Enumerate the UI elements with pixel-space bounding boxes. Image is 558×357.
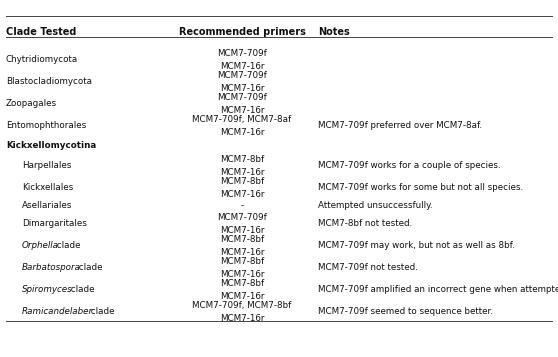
- Text: MCM7-8bf not tested.: MCM7-8bf not tested.: [318, 220, 412, 228]
- Text: MCM7-16r: MCM7-16r: [220, 314, 264, 323]
- Text: MCM7-16r: MCM7-16r: [220, 190, 264, 198]
- Text: Chytridiomycota: Chytridiomycota: [6, 55, 78, 65]
- Text: MCM7-16r: MCM7-16r: [220, 128, 264, 137]
- Text: clade: clade: [88, 307, 115, 317]
- Text: Orphella: Orphella: [22, 241, 59, 251]
- Text: MCM7-8bf: MCM7-8bf: [220, 257, 264, 266]
- Text: MCM7-8bf: MCM7-8bf: [220, 177, 264, 186]
- Text: Recommended primers: Recommended primers: [179, 27, 305, 37]
- Text: Spiromyces: Spiromyces: [22, 286, 73, 295]
- Text: MCM7-709f not tested.: MCM7-709f not tested.: [318, 263, 418, 272]
- Text: clade: clade: [68, 286, 94, 295]
- Text: Attempted unsuccessfully.: Attempted unsuccessfully.: [318, 201, 432, 211]
- Text: clade: clade: [76, 263, 103, 272]
- Text: Barbatospora: Barbatospora: [22, 263, 81, 272]
- Text: -: -: [240, 201, 243, 211]
- Text: MCM7-709f: MCM7-709f: [217, 71, 267, 80]
- Text: MCM7-709f works for some but not all species.: MCM7-709f works for some but not all spe…: [318, 183, 523, 192]
- Text: MCM7-709f: MCM7-709f: [217, 49, 267, 58]
- Text: MCM7-709f preferred over MCM7-8af.: MCM7-709f preferred over MCM7-8af.: [318, 121, 482, 131]
- Text: MCM7-8bf: MCM7-8bf: [220, 235, 264, 244]
- Text: MCM7-16r: MCM7-16r: [220, 168, 264, 177]
- Text: MCM7-709f works for a couple of species.: MCM7-709f works for a couple of species.: [318, 161, 501, 171]
- Text: MCM7-709f seemed to sequence better.: MCM7-709f seemed to sequence better.: [318, 307, 493, 317]
- Text: Entomophthorales: Entomophthorales: [6, 121, 86, 131]
- Text: Dimargaritales: Dimargaritales: [22, 220, 87, 228]
- Text: MCM7-709f, MCM7-8bf: MCM7-709f, MCM7-8bf: [193, 301, 292, 310]
- Text: Zoopagales: Zoopagales: [6, 100, 57, 109]
- Text: Kickxellales: Kickxellales: [22, 183, 73, 192]
- Text: Harpellales: Harpellales: [22, 161, 71, 171]
- Text: MCM7-16r: MCM7-16r: [220, 84, 264, 93]
- Text: MCM7-709f: MCM7-709f: [217, 213, 267, 222]
- Text: Clade Tested: Clade Tested: [6, 27, 76, 37]
- Text: MCM7-8bf: MCM7-8bf: [220, 279, 264, 288]
- Text: MCM7-16r: MCM7-16r: [220, 62, 264, 71]
- Text: Asellariales: Asellariales: [22, 201, 73, 211]
- Text: MCM7-709f may work, but not as well as 8bf.: MCM7-709f may work, but not as well as 8…: [318, 241, 514, 251]
- Text: Kickxellomycotina: Kickxellomycotina: [6, 141, 96, 151]
- Text: MCM7-16r: MCM7-16r: [220, 106, 264, 115]
- Text: MCM7-16r: MCM7-16r: [220, 248, 264, 257]
- Text: MCM7-16r: MCM7-16r: [220, 292, 264, 301]
- Text: MCM7-16r: MCM7-16r: [220, 226, 264, 235]
- Text: MCM7-709f: MCM7-709f: [217, 93, 267, 102]
- Text: MCM7-709f, MCM7-8af: MCM7-709f, MCM7-8af: [193, 115, 292, 124]
- Text: Blastocladiomycota: Blastocladiomycota: [6, 77, 92, 86]
- Text: MCM7-709f amplified an incorrect gene when attempted.: MCM7-709f amplified an incorrect gene wh…: [318, 286, 558, 295]
- Text: clade: clade: [54, 241, 80, 251]
- Text: Ramicandelaber: Ramicandelaber: [22, 307, 93, 317]
- Text: MCM7-16r: MCM7-16r: [220, 270, 264, 279]
- Text: MCM7-8bf: MCM7-8bf: [220, 155, 264, 164]
- Text: Notes: Notes: [318, 27, 350, 37]
